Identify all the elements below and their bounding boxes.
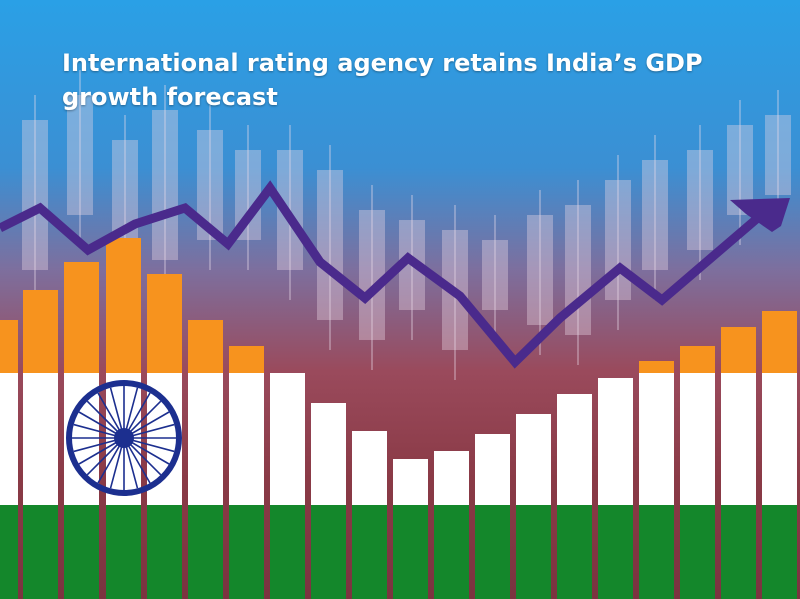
candlestick [359,185,385,370]
candlestick [152,85,178,290]
candlestick [67,70,93,245]
trend-line [0,180,763,369]
candlestick [642,135,668,300]
candlestick [197,105,223,270]
candlestick [687,125,713,280]
candlestick-background [22,70,791,380]
flag-bar [639,361,674,599]
flag-bar [0,320,18,599]
flag-bar [475,434,510,599]
flag-bar [516,414,551,599]
flag-bar [188,320,223,599]
flag-bar [23,290,58,599]
flag-bar [680,346,715,599]
candlestick [317,145,343,350]
flag-bar [598,378,633,599]
ashoka-chakra-icon [66,380,182,496]
flag-bar [434,451,469,599]
flag-bar [229,346,264,599]
flag-bar [270,373,305,599]
flag-bar [557,394,592,599]
candlestick [605,155,631,330]
candlestick [565,180,591,365]
candlestick [235,125,261,270]
candlestick [22,95,48,300]
flag-bar [352,431,387,599]
flag-bar [762,311,797,599]
candlestick [482,215,508,340]
candlestick [765,90,791,225]
up-arrow-icon [730,198,790,232]
candlestick [442,205,468,380]
flag-bar [393,459,428,599]
candlestick [527,190,553,355]
page-title: International rating agency retains Indi… [62,49,703,111]
flag-bar [311,403,346,599]
flag-bar [721,327,756,599]
